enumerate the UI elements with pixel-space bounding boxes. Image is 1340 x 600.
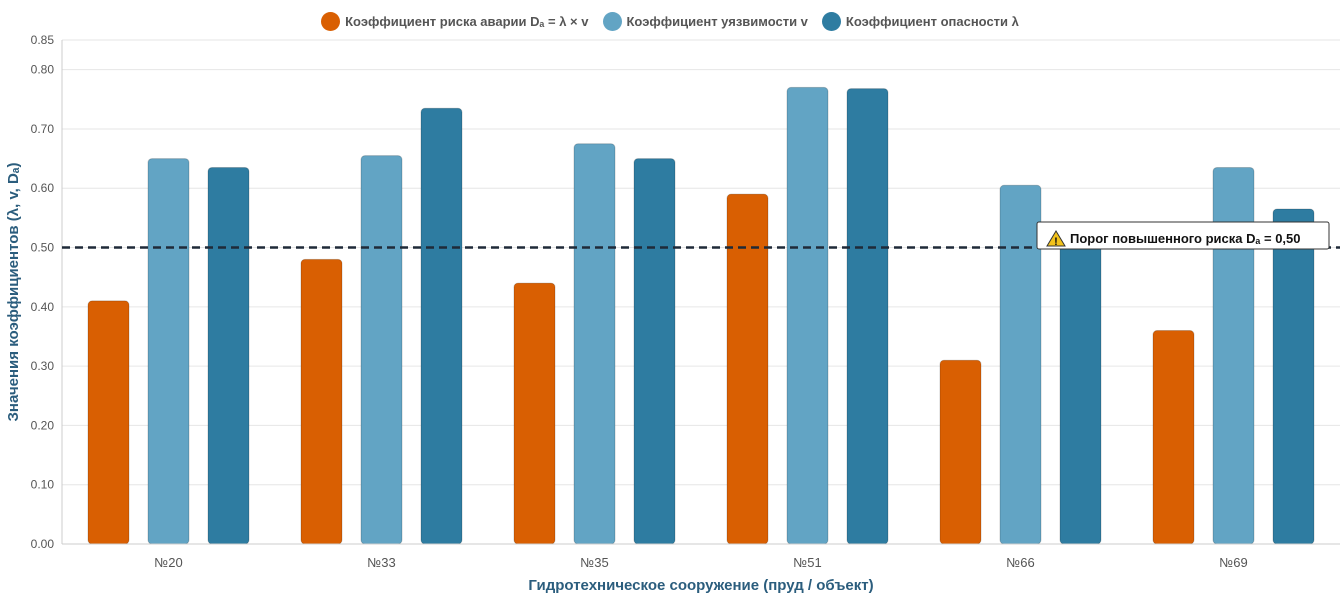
x-tick-label: №33 <box>367 555 395 570</box>
bar <box>846 88 889 545</box>
legend: Коэффициент риска аварии Dₐ = λ × v Коэф… <box>0 12 1340 31</box>
legend-swatch-hazard <box>821 12 841 31</box>
bar <box>207 166 250 545</box>
x-tick-label: №51 <box>793 555 821 570</box>
y-axis-ticks: 0.00 0.10 0.20 0.30 0.40 0.50 0.60 0.70 0.80 0.85 <box>31 33 55 551</box>
y-axis-title: Значения коэффициентов (λ, v, Dₐ) <box>5 163 22 422</box>
legend-label-risk: Коэффициент риска аварии Dₐ = λ × v <box>345 14 589 29</box>
bar <box>420 107 463 545</box>
y-tick-label: 0.60 <box>31 181 55 195</box>
gridlines <box>62 39 1340 545</box>
x-tick-label: №69 <box>1219 555 1247 570</box>
warning-icon-mark: ! <box>1054 236 1058 248</box>
y-tick-label: 0.00 <box>31 537 55 551</box>
y-tick-label: 0.50 <box>31 241 55 255</box>
legend-item-risk[interactable]: Коэффициент риска аварии Dₐ = λ × v <box>321 12 589 31</box>
y-tick-label: 0.70 <box>31 122 55 136</box>
bar <box>300 258 343 545</box>
y-tick-label: 0.30 <box>31 359 55 373</box>
y-tick-label: 0.20 <box>31 418 55 432</box>
bar <box>147 158 190 545</box>
legend-swatch-vulnerability <box>602 12 622 31</box>
y-tick-label: 0.85 <box>31 33 55 47</box>
bar <box>360 155 403 545</box>
legend-label-hazard: Коэффициент опасности λ <box>845 14 1019 29</box>
x-tick-label: №66 <box>1006 555 1034 570</box>
bar <box>633 158 676 545</box>
bar <box>513 282 556 545</box>
y-tick-label: 0.10 <box>31 478 55 492</box>
bar <box>939 359 982 545</box>
threshold-label: Порог повышенного риска Dₐ = 0,50 <box>1070 231 1301 246</box>
threshold-label-box <box>1036 221 1330 250</box>
bar <box>87 300 130 545</box>
legend-label-vulnerability: Коэффициент уязвимости v <box>626 14 808 29</box>
bar <box>726 193 769 545</box>
legend-item-vulnerability[interactable]: Коэффициент уязвимости v <box>602 12 808 31</box>
bars <box>87 86 1315 545</box>
bar <box>1272 208 1315 545</box>
y-tick-label: 0.80 <box>31 63 55 77</box>
y-tick-label: 0.40 <box>31 300 55 314</box>
x-tick-label: №20 <box>154 555 182 570</box>
x-axis-title: Гидротехническое сооружение (пруд / объе… <box>528 577 873 594</box>
x-tick-label: №35 <box>580 555 608 570</box>
bar <box>1059 241 1102 545</box>
threshold-annotation: ! Порог повышенного риска Dₐ = 0,50 <box>1036 221 1330 250</box>
bar <box>1152 330 1195 545</box>
bar <box>786 86 829 545</box>
legend-item-hazard[interactable]: Коэффициент опасности λ <box>821 12 1019 31</box>
legend-swatch-risk <box>321 12 341 31</box>
warning-icon <box>1046 230 1066 247</box>
bar <box>573 143 616 545</box>
x-axis-ticks: №20 №33 №35 №51 №66 №69 <box>154 555 1247 570</box>
bar <box>999 184 1042 545</box>
